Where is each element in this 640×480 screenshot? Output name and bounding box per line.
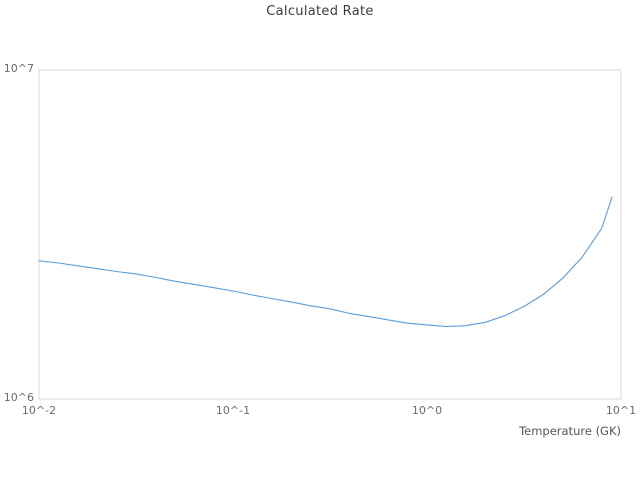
x-tick-label: 10^1 xyxy=(605,404,637,417)
plot-area-border xyxy=(38,69,622,400)
x-tick-label: 10^0 xyxy=(411,404,443,417)
x-tick-label: 10^-2 xyxy=(21,404,57,417)
chart-title: Calculated Rate xyxy=(266,4,374,19)
x-axis-title: Temperature (GK) xyxy=(519,424,621,438)
y-tick-label: 10^6 xyxy=(3,391,34,404)
x-tick-label: 10^-1 xyxy=(215,404,251,417)
y-tick-label: 10^7 xyxy=(3,62,34,75)
rate-curve-line xyxy=(38,196,613,328)
